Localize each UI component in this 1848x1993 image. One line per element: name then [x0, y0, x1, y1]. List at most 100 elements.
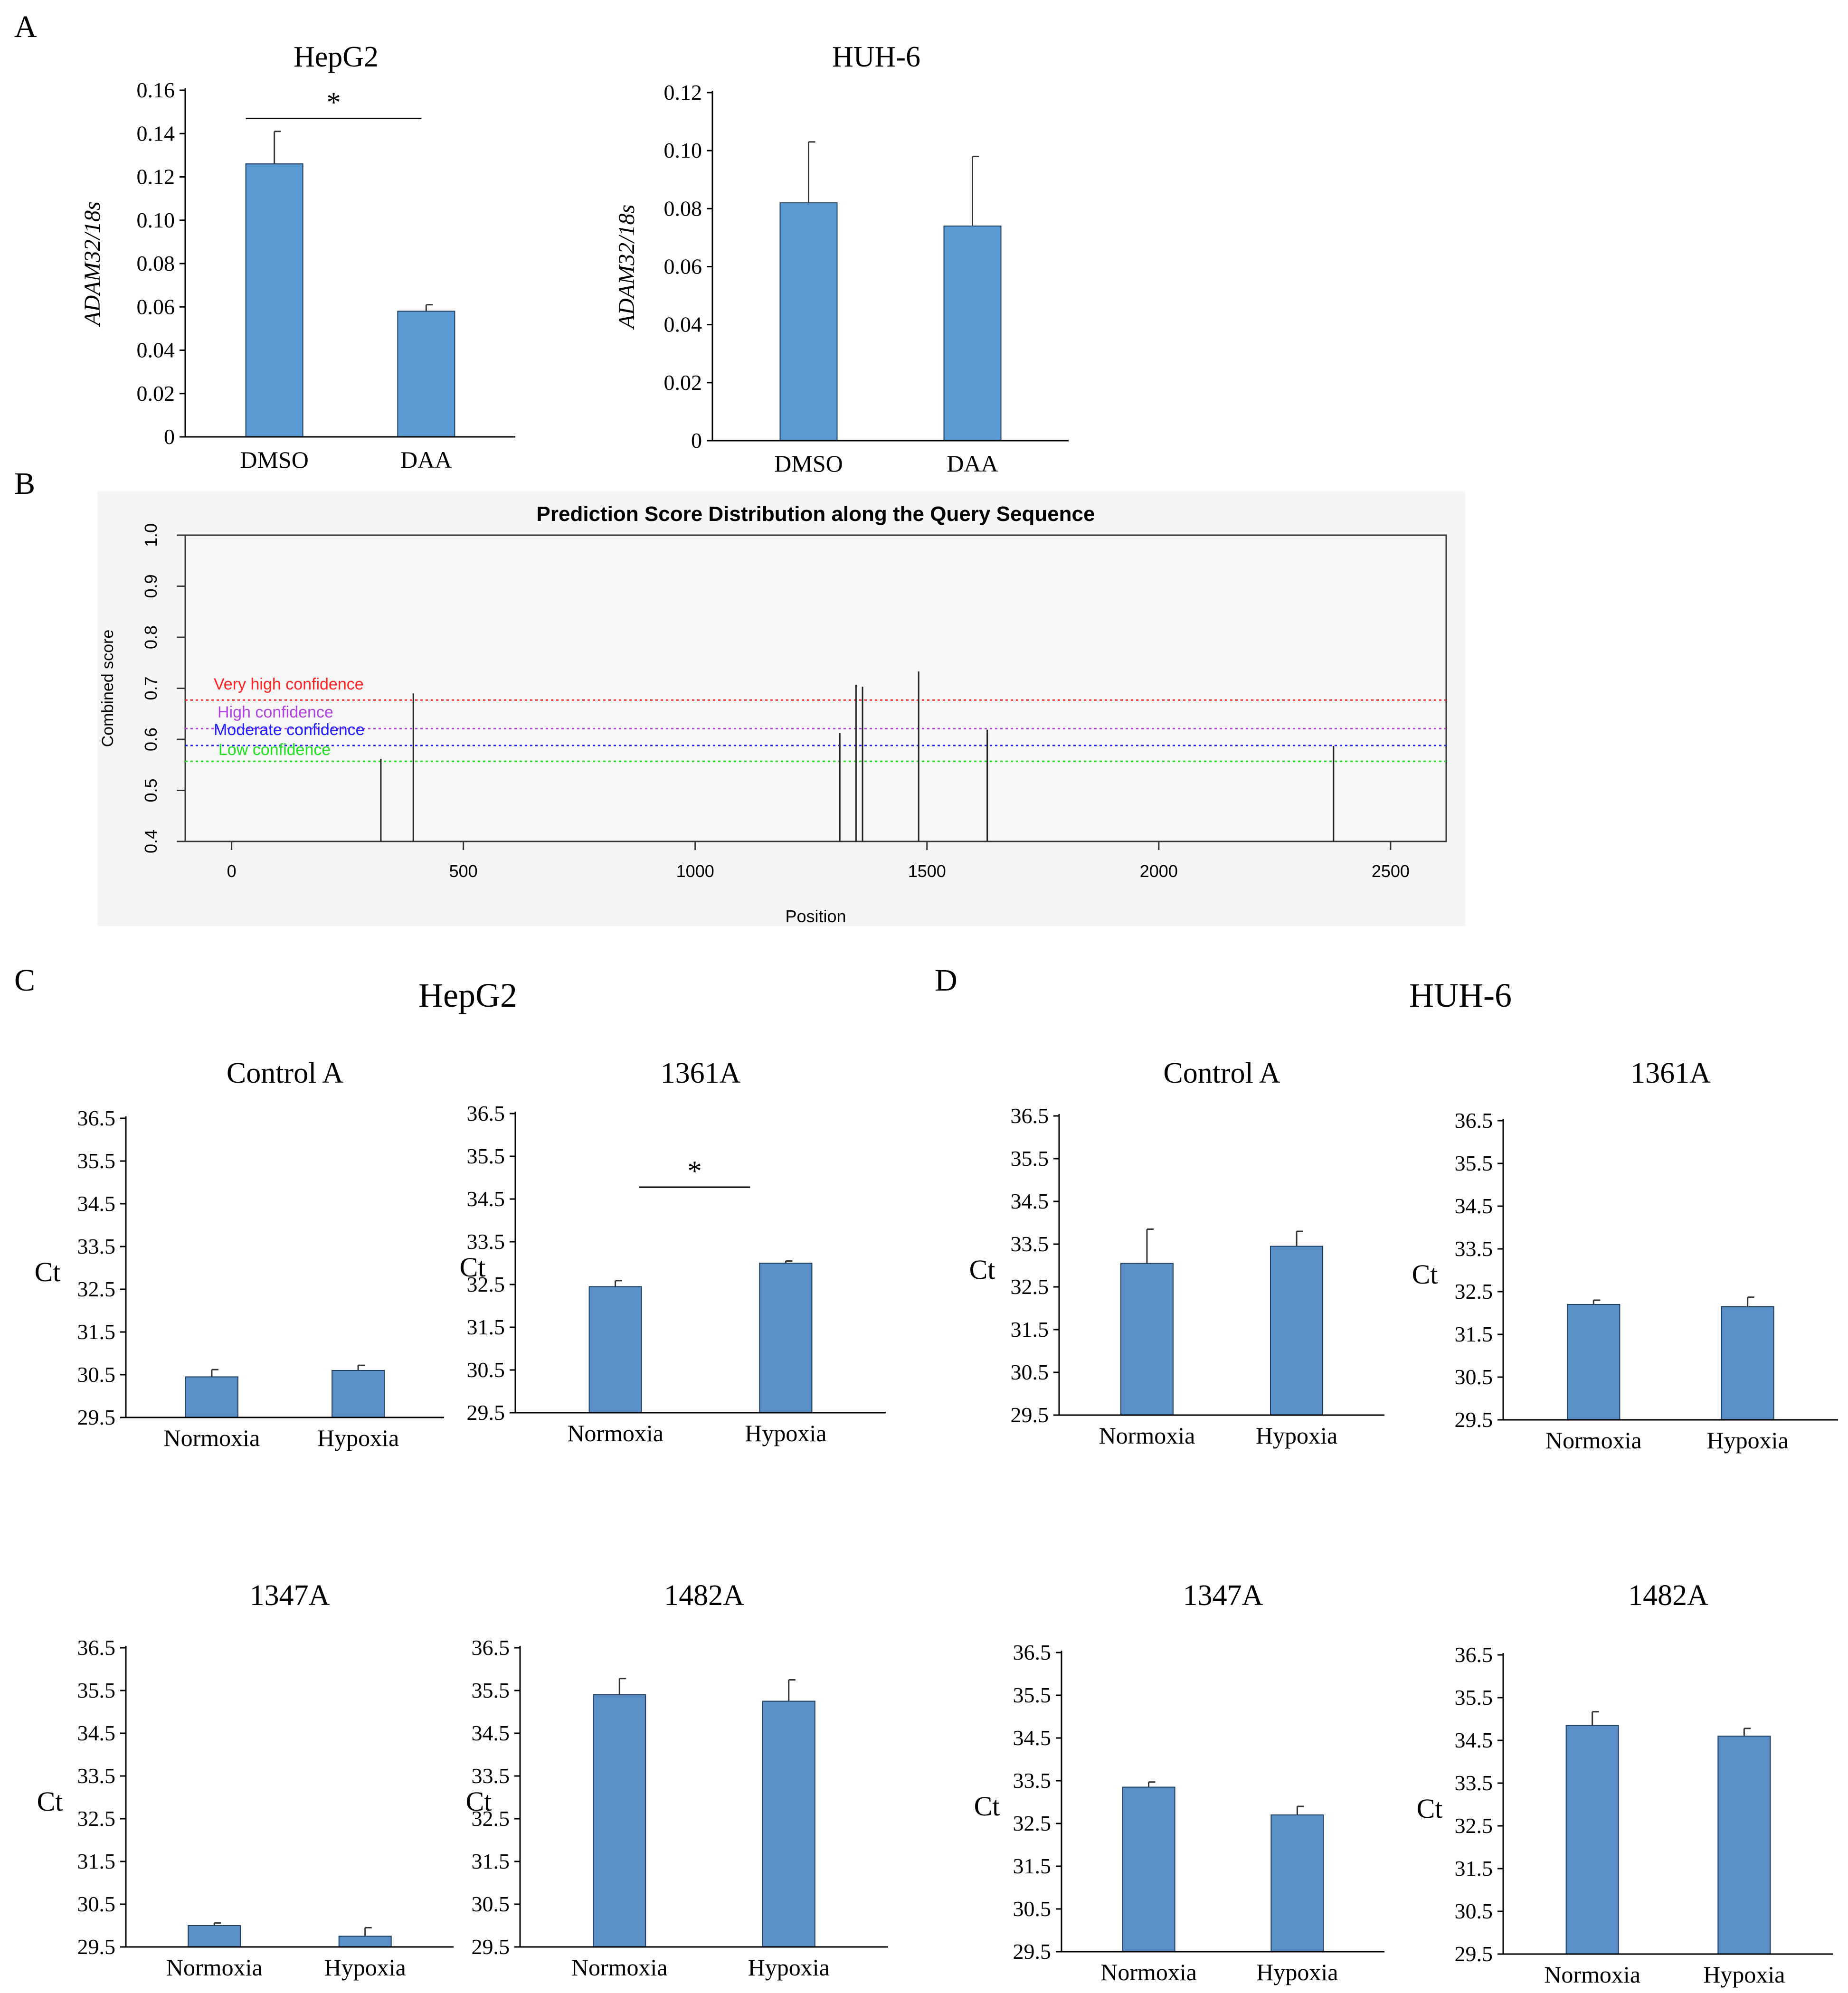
y-tick-label: 0.12: [137, 165, 175, 189]
bar: [762, 1700, 815, 1947]
y-tick-label: 30.5: [1013, 1897, 1052, 1921]
y-tick-label: 30.5: [77, 1892, 116, 1916]
y-tick-label: 29.5: [1011, 1403, 1049, 1427]
y-tick-label: 34.5: [1455, 1194, 1493, 1218]
y-tick-label: 34.5: [77, 1721, 116, 1745]
x-category-label: Normoxia: [1099, 1422, 1195, 1449]
y-tick-label: 30.5: [1455, 1365, 1493, 1389]
y-tick-label: 31.5: [77, 1849, 116, 1873]
bar: [1565, 1725, 1619, 1955]
chart-d-1361a: 1361A 29.5 30.5 31.5 32.5 33.5 34.5 35.5 36.5 Ct N…: [1412, 1057, 1838, 1454]
y-tick-label: 0.14: [137, 121, 175, 145]
y-tick-label: 0.8: [141, 625, 161, 649]
bar: [779, 202, 838, 441]
chart-title: 1347A: [250, 1579, 330, 1612]
chart-d-control-a: Control A 29.5 30.5 31.5 32.5 33.5 34.5 35.5 36.…: [969, 1057, 1384, 1449]
plot-frame: [184, 534, 1447, 842]
y-tick-label: 36.5: [77, 1106, 116, 1130]
y-tick-label: 32.5: [472, 1806, 510, 1831]
y-tick-label: 29.5: [1455, 1942, 1493, 1966]
y-tick-label: 36.5: [1455, 1643, 1493, 1667]
y-tick-label: 34.5: [472, 1721, 510, 1745]
chart-a-huh6: HUH-6 0 0.02 0.04 0.06 0.08 0.10 0.12 ADAM32/18s…: [614, 41, 1069, 477]
y-axis-label: Combined score: [99, 630, 117, 747]
chart-title: 1482A: [1628, 1579, 1708, 1612]
y-tick-label: 30.5: [1455, 1899, 1493, 1923]
y-tick-label: 0.02: [664, 370, 702, 395]
x-category-label: Normoxia: [166, 1954, 263, 1981]
chart-d-1482a: 1482A 29.5 30.5 31.5 32.5 33.5 34.5 35.5 36.5 Ct N…: [1417, 1579, 1833, 1988]
y-tick-label: 34.5: [1011, 1189, 1049, 1213]
y-tick-label: 36.5: [467, 1101, 505, 1125]
y-tick-label: 33.5: [472, 1764, 510, 1788]
bar: [332, 1370, 385, 1418]
y-tick-label: 30.5: [77, 1362, 116, 1387]
y-tick-label: 34.5: [1455, 1728, 1493, 1752]
chart-title: Prediction Score Distribution along the …: [537, 502, 1095, 526]
x-category-label: DMSO: [774, 450, 843, 477]
x-category-label: Hypoxia: [324, 1954, 406, 1981]
y-tick-label: 32.5: [77, 1277, 116, 1301]
y-axis-label: Ct: [974, 1791, 1000, 1822]
bar: [1721, 1306, 1774, 1420]
chart-title: 1361A: [1630, 1057, 1711, 1089]
y-tick-label: 31.5: [1013, 1854, 1052, 1878]
chart-title: 1482A: [664, 1579, 744, 1612]
y-tick-label: 0.04: [137, 338, 175, 362]
significance-star: *: [688, 1155, 702, 1187]
y-tick-label: 33.5: [1455, 1771, 1493, 1795]
bar: [1717, 1736, 1771, 1955]
bar: [245, 163, 303, 437]
significance-star: *: [327, 86, 341, 118]
y-tick-label: 31.5: [1011, 1317, 1049, 1341]
x-category-label: Hypoxia: [745, 1420, 826, 1446]
x-category-label: Hypoxia: [1707, 1427, 1789, 1454]
y-tick-label: 31.5: [1455, 1322, 1493, 1346]
chart-title: HepG2: [294, 41, 379, 73]
chart-c-1347a: 1347A 29.5 30.5 31.5 32.5 33.5 34.5 35.5 36.5 Ct N…: [37, 1579, 454, 1981]
y-tick-label: 33.5: [77, 1234, 116, 1258]
y-tick-label: 32.5: [77, 1806, 116, 1831]
y-tick-label: 35.5: [472, 1678, 510, 1702]
bar: [943, 225, 1002, 441]
y-tick-label: 0.08: [664, 196, 702, 220]
threshold-label: Low confidence: [218, 741, 331, 759]
x-tick-label: 1000: [676, 861, 714, 881]
group-title-huh6: HUH-6: [1409, 976, 1512, 1014]
y-tick-label: 0: [691, 428, 702, 453]
x-category-label: Normoxia: [567, 1420, 663, 1446]
y-axis-label: Ct: [37, 1786, 63, 1817]
chart-title: Control A: [1163, 1057, 1280, 1089]
y-tick-label: 36.5: [77, 1635, 116, 1660]
bar: [188, 1925, 241, 1947]
y-tick-label: 31.5: [467, 1315, 505, 1339]
panel-label-c: C: [14, 963, 35, 998]
x-category-label: Normoxia: [1100, 1959, 1197, 1985]
y-tick-label: 33.5: [1455, 1237, 1493, 1261]
y-tick-label: 34.5: [77, 1191, 116, 1216]
group-title-hepg2: HepG2: [418, 976, 517, 1014]
x-tick-label: 2500: [1372, 861, 1410, 881]
x-tick-label: 1500: [908, 861, 946, 881]
y-axis-label: Ct: [1412, 1259, 1438, 1290]
y-tick-label: 0.6: [141, 727, 161, 751]
x-category-label: Hypoxia: [317, 1425, 399, 1451]
y-tick-label: 0.06: [137, 294, 175, 319]
y-tick-label: 35.5: [77, 1678, 116, 1702]
x-category-label: Normoxia: [1544, 1961, 1640, 1988]
x-tick-label: 0: [227, 861, 237, 881]
chart-title: HUH-6: [832, 41, 920, 73]
y-tick-label: 0.06: [664, 255, 702, 279]
y-tick-label: 35.5: [1455, 1151, 1493, 1175]
y-tick-label: 31.5: [1455, 1856, 1493, 1880]
y-tick-label: 29.5: [467, 1400, 505, 1425]
x-category-label: Hypoxia: [748, 1954, 830, 1981]
y-axis-label: ADAM32/18s: [80, 201, 105, 327]
y-axis-label: Ct: [460, 1252, 486, 1283]
bar: [397, 311, 455, 437]
chart-c-1482a: 1482A 29.5 30.5 31.5 32.5 33.5 34.5 35.5 36.5 Ct N…: [466, 1579, 888, 1981]
y-tick-label: 33.5: [1013, 1768, 1052, 1793]
y-axis-label: Ct: [466, 1786, 492, 1817]
panel-label-b: B: [14, 466, 35, 501]
y-tick-label: 0.7: [141, 676, 161, 700]
